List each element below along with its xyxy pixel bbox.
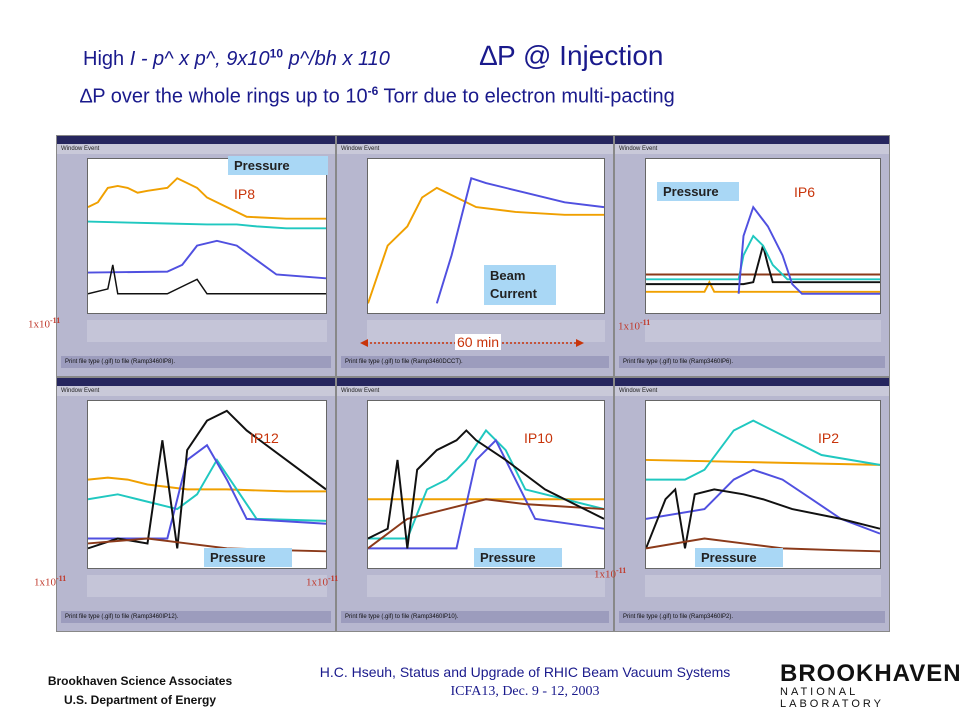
pressure-label-ip10: Pressure [474,548,562,567]
window-titlebar [615,378,889,386]
ip2-label: IP2 [818,430,840,446]
duration-label: 60 min [455,334,502,350]
plot-area [367,400,605,569]
plot-legend [87,575,327,597]
panel-ip10: Window Event Print file type (.gif) to f… [336,377,614,632]
window-menu: Window Event [57,386,335,396]
panel-ip6: Window Event Print file type (.gif) to f… [614,135,890,377]
window-titlebar [615,136,889,144]
plot-area [87,158,327,314]
plot-legend [367,320,605,342]
panel-ip8: Window Event Print file type (.gif) to f… [56,135,336,377]
pressure-label-ip8: Pressure [228,156,328,175]
scale-ip8: 1x10-11 [28,316,61,331]
window-menu: Window Event [337,386,613,396]
pressure-label-ip2: Pressure [695,548,783,567]
plot-area [87,400,327,569]
window-titlebar [337,136,613,144]
window-titlebar [57,136,335,144]
duration-arrow: 60 min [360,334,584,350]
scale-ip2: 1x10-11 [594,566,627,581]
brookhaven-logo: BROOKHAVEN NATIONAL LABORATORY [780,660,960,710]
window-titlebar [57,378,335,386]
beam-current-label: Beam Current [484,265,556,305]
ip6-label: IP6 [794,184,816,200]
panel-ip12: Window Event Print file type (.gif) to f… [56,377,336,632]
injection-title: ∆P @ Injection [479,40,664,71]
window-menu: Window Event [337,144,613,154]
scale-ip12: 1x10-11 [34,574,67,589]
ip10-label: IP10 [524,430,553,446]
scale-ip6: 1x10-11 [618,318,651,333]
window-titlebar [337,378,613,386]
plot-legend [87,320,327,342]
slide-title: High I - p^ x p^, 9x1010 p^/bh x 110 ∆P @… [83,40,664,71]
organization-credit: Brookhaven Science Associates U.S. Depar… [47,674,233,707]
plot-legend [645,320,881,342]
pressure-label-ip12: Pressure [204,548,292,567]
panel-footer: Print file type (.gif) to file (Ramp3460… [341,356,609,368]
panel-footer: Print file type (.gif) to file (Ramp3460… [61,356,331,368]
plot-legend [645,575,881,597]
window-menu: Window Event [615,386,889,396]
ip12-label: IP12 [250,430,279,446]
talk-title: H.C. Hseuh, Status and Upgrade of RHIC B… [319,664,731,680]
ip8-label: IP8 [234,186,256,202]
plot-legend [367,575,605,597]
conference-info: ICFA13, Dec. 9 - 12, 2003 [450,684,600,699]
slide-subtitle: ∆P over the whole rings up to 10-6 Torr … [80,84,675,108]
panel-ip2: Window Event Print file type (.gif) to f… [614,377,890,632]
window-menu: Window Event [57,144,335,154]
panel-footer: Print file type (.gif) to file (Ramp3460… [619,356,885,368]
window-menu: Window Event [615,144,889,154]
panel-footer: Print file type (.gif) to file (Ramp3460… [619,611,885,623]
plot-area [645,400,881,569]
pressure-label-ip6: Pressure [657,182,739,201]
panel-footer: Print file type (.gif) to file (Ramp3460… [61,611,331,623]
panel-footer: Print file type (.gif) to file (Ramp3460… [341,611,609,623]
scale-ip10: 1x10-11 [306,574,339,589]
